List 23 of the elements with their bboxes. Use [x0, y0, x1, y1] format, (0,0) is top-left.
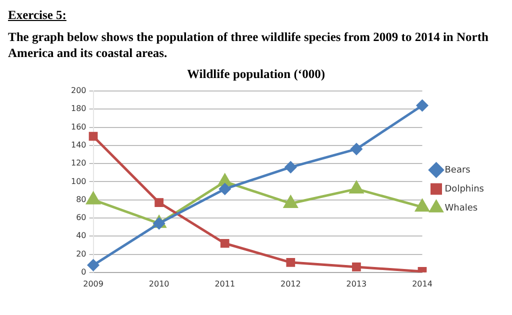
x-tick-label: 2012: [280, 279, 301, 288]
y-tick-label: 0: [81, 267, 86, 276]
y-tick-label: 60: [76, 213, 86, 222]
legend-label: Whales: [444, 203, 478, 214]
y-tick-label: 200: [70, 86, 86, 96]
y-tick-label: 140: [70, 140, 86, 150]
y-tick-label: 80: [76, 194, 86, 204]
y-tick-label: 100: [70, 176, 86, 186]
legend-label: Bears: [444, 165, 471, 176]
legend-label: Dolphins: [444, 184, 484, 194]
text: Exercise 5:: [8, 8, 68, 23]
x-tick-label: 2010: [148, 279, 170, 288]
y-tick-label: 120: [70, 158, 86, 168]
x-tick-label: 2014: [412, 279, 432, 288]
y-tick-label: 180: [70, 104, 86, 114]
y-tick-label: 40: [76, 231, 86, 240]
y-tick-label: 160: [70, 122, 86, 132]
x-tick-label: 2013: [346, 279, 367, 288]
chart-subtitle: The graph below shows the population of three wildlife species from 2009 to 2014 in North America and its coastal areas.: [8, 29, 490, 61]
x-tick-label: 2009: [83, 279, 104, 288]
x-tick-label: 2011: [214, 279, 236, 288]
chart-title: Wildlife population (‘000): [186, 67, 326, 82]
y-tick-label: 20: [76, 249, 86, 258]
